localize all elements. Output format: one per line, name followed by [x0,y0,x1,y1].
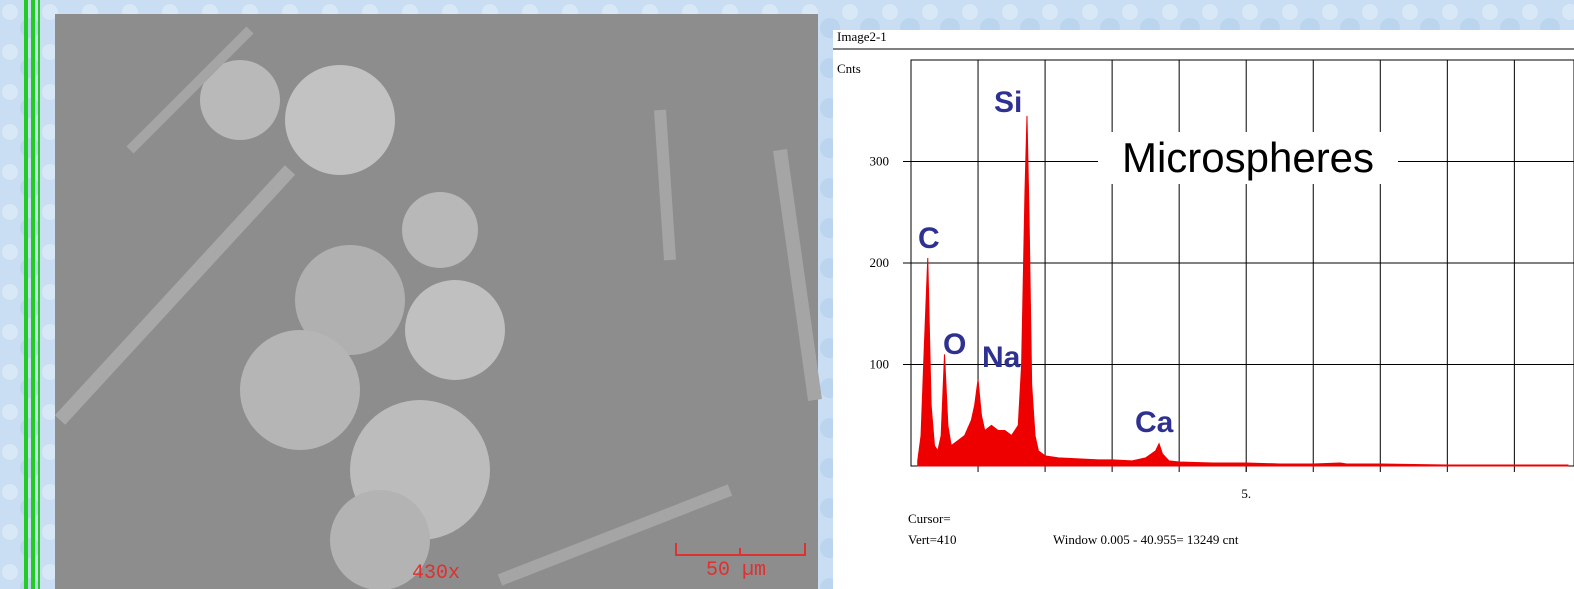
cursor-text: Vert=410 [908,532,957,547]
y-tick-label: 100 [870,357,890,372]
scale-bar-label: 50 µm [706,559,766,582]
green-bar [38,0,40,589]
annotation-background [1098,132,1398,184]
annotation: O [943,328,966,361]
spectrum-area [917,115,1569,467]
annotation: Na [982,341,1021,374]
spectrum-panel: Image2-1 Cnts 100 200 300 5. Microspheres C O N… [833,29,1574,589]
y-tick-label: 200 [870,255,890,270]
magnification: 430x [412,562,460,585]
green-bar [24,0,28,589]
cursor-text: Window 0.005 - 40.955= 13249 cnt [1053,532,1239,547]
sem-image: 430x 50 µm [54,14,822,589]
y-tick-label: 300 [870,154,890,169]
x-tick-label: 5. [1241,486,1251,501]
chart-title: Image2-1 [837,29,887,44]
y-axis-label: Cnts [837,61,861,76]
cursor-text: Cursor= [908,511,951,526]
annotation: Si [994,86,1022,119]
scale-bar [675,543,806,556]
annotation: Microspheres [1122,134,1374,181]
green-bar [31,0,35,589]
annotation: C [918,222,940,255]
annotation: Ca [1135,406,1174,439]
